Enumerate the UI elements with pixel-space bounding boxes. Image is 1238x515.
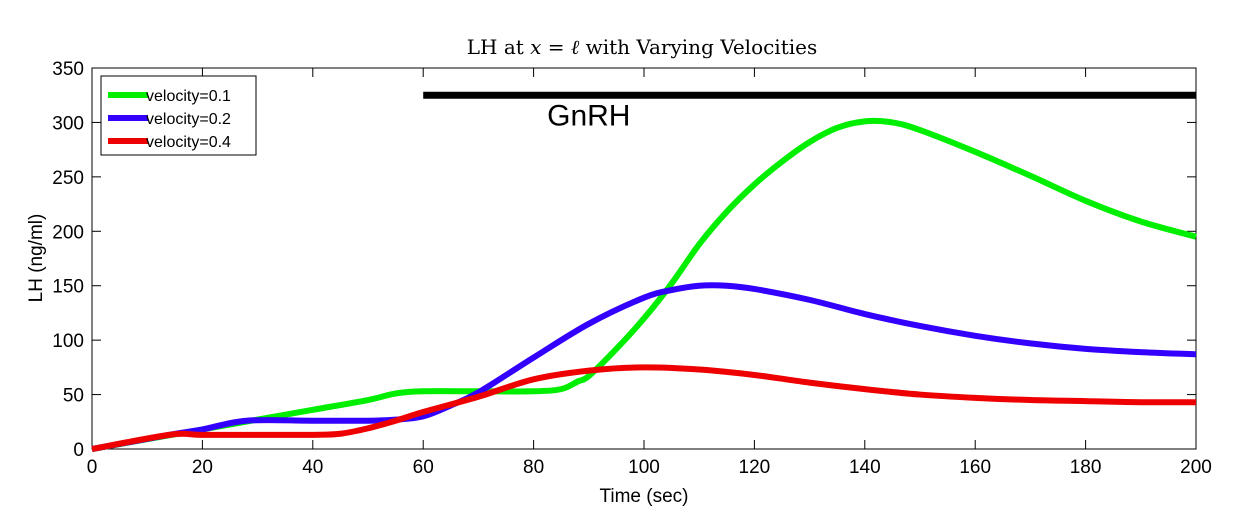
- legend-label-velocity-0-4: velocity=0.4: [146, 134, 231, 151]
- y-tick-label: 300: [52, 113, 84, 134]
- gnrh-label: GnRH: [547, 100, 630, 133]
- series-lines: [91, 117, 1197, 452]
- y-tick-label: 350: [52, 59, 84, 80]
- legend-label-velocity-0-2: velocity=0.2: [146, 111, 231, 128]
- plot-area: [91, 67, 1197, 450]
- y-tick-label: 50: [63, 386, 84, 407]
- y-tick-label: 150: [52, 277, 84, 298]
- x-tick-label: 40: [302, 457, 323, 478]
- chart-title-part-2: x: [530, 35, 541, 59]
- legend: velocity=0.1 velocity=0.2 velocity=0.4: [100, 75, 257, 156]
- y-tick-label: 200: [52, 222, 84, 243]
- series-line-velocity-0-2: [91, 282, 1197, 452]
- chart-title-part-1: LH at: [467, 35, 530, 59]
- x-tick-label: 200: [1180, 457, 1212, 478]
- annotations: GnRH: [423, 91, 1196, 133]
- y-tick-label: 250: [52, 168, 84, 189]
- legend-label-velocity-0-1: velocity=0.1: [146, 88, 231, 105]
- x-tick-label: 80: [523, 457, 544, 478]
- series-line-velocity-0-1: [91, 117, 1197, 452]
- x-axis-label: Time (sec): [599, 486, 688, 507]
- x-tick-label: 120: [739, 457, 771, 478]
- y-tick-label: 0: [73, 440, 84, 461]
- x-tick-label: 180: [1070, 457, 1102, 478]
- x-tick-label: 60: [413, 457, 434, 478]
- x-tick-label: 100: [628, 457, 660, 478]
- y-axis-label: LH (ng/ml): [26, 214, 47, 303]
- axis-ticks: 0 20 40 60 80 100 120 140 160 180 200 0 50 100 150 200 2…: [52, 59, 1212, 478]
- x-tick-label: 0: [87, 457, 98, 478]
- chart-title-part-5: with Varying Velocities: [579, 35, 817, 59]
- chart-title: LH at x = ℓ with Varying Velocities: [467, 35, 818, 59]
- y-tick-label: 100: [52, 331, 84, 352]
- x-tick-label: 160: [959, 457, 991, 478]
- x-tick-label: 140: [849, 457, 881, 478]
- chart-title-part-3: =: [541, 35, 570, 59]
- series-line-velocity-0-4: [91, 364, 1197, 452]
- chart-title-part-4: ℓ: [571, 35, 580, 59]
- x-tick-label: 20: [192, 457, 213, 478]
